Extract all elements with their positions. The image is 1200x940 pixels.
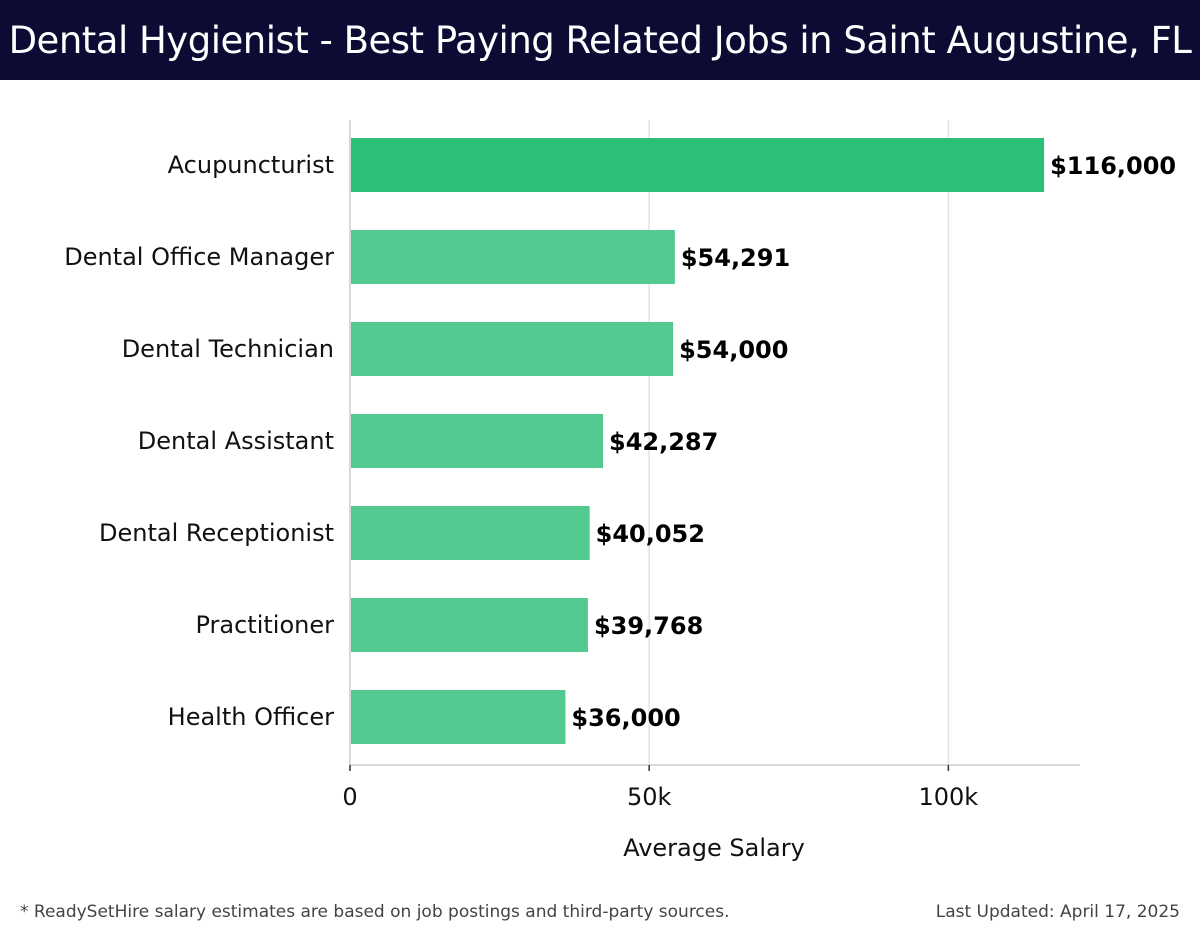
x-tick-label: 100k: [919, 783, 979, 811]
chart-title: Dental Hygienist - Best Paying Related J…: [8, 18, 1192, 62]
category-label: Dental Office Manager: [64, 243, 334, 271]
category-label: Acupuncturist: [168, 151, 334, 179]
chart-area: $116,000 $54,291 $54,000 $42,287 $40,052 $39,…: [0, 80, 1200, 880]
axis-layer: 0 50k 100k Acupuncturist Dental Office Manag…: [64, 120, 1080, 811]
chart-header: Dental Hygienist - Best Paying Related J…: [0, 0, 1200, 80]
category-label: Practitioner: [195, 611, 334, 639]
value-label: $42,287: [609, 428, 718, 456]
salary-bar-chart: $116,000 $54,291 $54,000 $42,287 $40,052 $39,…: [64, 120, 1176, 862]
bar: [351, 690, 566, 744]
bar: [351, 414, 604, 468]
last-updated: Last Updated: April 17, 2025: [935, 902, 1180, 922]
value-label: $39,768: [594, 612, 703, 640]
x-axis-title: Average Salary: [623, 834, 805, 862]
value-label: $54,000: [679, 336, 788, 364]
bar: [351, 322, 674, 376]
footer-note: * ReadySetHire salary estimates are base…: [20, 902, 730, 922]
bar: [351, 138, 1045, 192]
bars-layer: $116,000 $54,291 $54,000 $42,287 $40,052 $39,…: [351, 138, 1176, 744]
category-label: Health Officer: [168, 703, 334, 731]
x-tick-label: 50k: [627, 783, 672, 811]
category-label: Dental Assistant: [138, 427, 334, 455]
bar: [351, 230, 675, 284]
category-label: Dental Technician: [122, 335, 334, 363]
x-tick-label: 0: [342, 783, 357, 811]
grid-layer: [648, 120, 950, 765]
value-label: $116,000: [1050, 152, 1176, 180]
value-label: $36,000: [571, 704, 680, 732]
bar: [351, 506, 590, 560]
category-label: Dental Receptionist: [99, 519, 334, 547]
value-label: $54,291: [681, 244, 790, 272]
value-label: $40,052: [596, 520, 705, 548]
bar: [351, 598, 588, 652]
